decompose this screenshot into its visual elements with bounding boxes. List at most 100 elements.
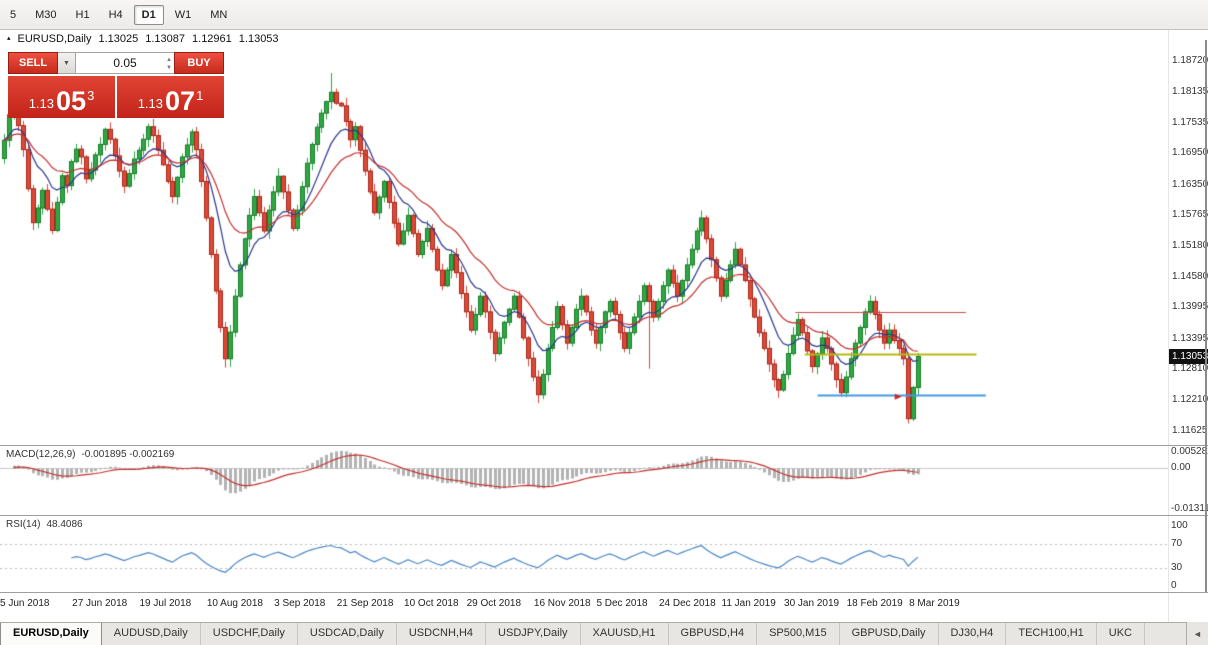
price-axis[interactable]: 1.13053 1.18720 1.18135 1.17535 1.16950 1.16… [1168, 30, 1208, 622]
symbol-tab-sp500[interactable]: SP500,M15 [757, 623, 840, 645]
quote-symbol: EURUSD,Daily [17, 33, 92, 45]
price-axis-tick: 1.13995 [1172, 301, 1208, 313]
rsi-axis-label: 70 [1171, 538, 1183, 549]
timeframe-toolbar: 5 M30 H1 H4 D1 W1 MN [0, 0, 1208, 30]
date-axis-label: 10 Oct 2018 [404, 598, 459, 609]
date-axis-label: 19 Jul 2018 [139, 598, 192, 609]
symbol-tab-gbpusd[interactable]: GBPUSD,Daily [840, 623, 939, 645]
sell-price-base: 1.13 [28, 96, 55, 111]
macd-axis[interactable]: 0.005282 0.00 -0.013111 [1168, 446, 1208, 515]
price-axis-tick: 1.15765 [1172, 209, 1208, 221]
price-axis-tick: 1.13395 [1172, 332, 1208, 344]
sell-button[interactable]: SELL [8, 52, 58, 74]
volume-spinner[interactable]: ▲ ▼ [166, 56, 172, 72]
quote-low: 1.12961 [192, 33, 232, 45]
symbol-tab-dj30[interactable]: DJ30,H4 [939, 623, 1007, 645]
tab-scroll-left-button[interactable]: ◄ [1186, 622, 1208, 645]
symbol-tabbar: EURUSD,Daily AUDUSD,Daily USDCHF,Daily USDC… [0, 622, 1208, 645]
symbol-tab-eurusd[interactable]: EURUSD,Daily [0, 623, 102, 645]
buy-price-pipette: 1 [196, 88, 204, 103]
symbol-tab-usdchf[interactable]: USDCHF,Daily [201, 623, 298, 645]
date-axis-label: 3 Sep 2018 [274, 598, 326, 609]
one-click-trading-panel: SELL ▼ 0.05 ▲ ▼ BUY 1.13 05 3 1.13 07 [8, 52, 224, 118]
buy-price-display[interactable]: 1.13 07 1 [117, 76, 224, 118]
macd-title: MACD(12,26,9) [6, 449, 76, 460]
timeframe-button-mn[interactable]: MN [210, 8, 228, 21]
trade-price-row: 1.13 05 3 1.13 07 1 [8, 76, 224, 118]
volume-dropdown-button[interactable]: ▼ [58, 52, 76, 74]
quote-close: 1.13053 [238, 33, 279, 45]
rsi-axis-label: 30 [1171, 562, 1183, 573]
buy-price-base: 1.13 [137, 96, 164, 111]
date-axis-label: 5 Dec 2018 [596, 598, 648, 609]
symbol-tab-xauusd[interactable]: XAUUSD,H1 [581, 623, 669, 645]
price-axis-tick: 1.12810 [1172, 363, 1208, 375]
symbol-tab-audusd[interactable]: AUDUSD,Daily [102, 623, 201, 645]
price-axis-tick: 1.12210 [1172, 394, 1208, 406]
date-axis-label: 29 Oct 2018 [466, 598, 522, 609]
symbol-tab-ukc[interactable]: UKC [1097, 623, 1145, 645]
rsi-title: RSI(14) [6, 519, 41, 530]
date-axis-label: 24 Dec 2018 [658, 598, 716, 609]
trade-controls-row: SELL ▼ 0.05 ▲ ▼ BUY [8, 52, 224, 74]
date-axis-label: 16 Nov 2018 [533, 598, 591, 609]
macd-axis-label: -0.013111 [1171, 503, 1208, 514]
price-axis-tick: 1.18720 [1172, 55, 1208, 66]
price-axis-tick: 1.18135 [1172, 85, 1208, 97]
panel-separator[interactable] [0, 445, 1208, 446]
rsi-canvas[interactable] [0, 516, 1168, 592]
symbol-tab-usdcnh[interactable]: USDCNH,H4 [397, 623, 487, 645]
scroll-left-icon: ◄ [1193, 628, 1202, 639]
rsi-label: RSI(14) 48.4086 [6, 519, 83, 530]
macd-axis-label: 0.00 [1171, 462, 1191, 474]
rsi-value: 48.4086 [46, 519, 83, 530]
price-axis-tick: 1.11625 [1172, 425, 1208, 436]
volume-input[interactable]: 0.05 ▲ ▼ [76, 52, 174, 74]
spinner-down-icon: ▼ [166, 65, 172, 71]
date-axis-label: 10 Aug 2018 [206, 598, 263, 609]
date-axis-label: 21 Sep 2018 [336, 598, 394, 609]
sell-price-pips: 05 [56, 86, 87, 117]
macd-canvas[interactable] [0, 446, 1168, 515]
quote-high: 1.13087 [145, 33, 186, 45]
timeframe-button-w1[interactable]: W1 [174, 8, 192, 21]
sell-price-display[interactable]: 1.13 05 3 [8, 76, 115, 118]
date-axis-label: 11 Jan 2019 [721, 598, 776, 609]
symbol-tab-usdcad[interactable]: USDCAD,Daily [298, 623, 397, 645]
spinner-up-icon: ▲ [166, 57, 172, 63]
symbol-tab-usdjpy[interactable]: USDJPY,Daily [486, 623, 581, 645]
quote-header: ▴ EURUSD,Daily 1.13025 1.13087 1.12961 1… [7, 33, 279, 45]
macd-label: MACD(12,26,9) -0.001895 -0.002169 [6, 449, 174, 460]
timeframe-button-d1[interactable]: D1 [133, 4, 164, 25]
price-axis-tick: 1.16350 [1172, 178, 1208, 190]
price-axis-tick: 1.15180 [1172, 239, 1208, 251]
symbol-tab-gbpusd[interactable]: GBPUSD,H4 [669, 623, 758, 645]
timeframe-button-5[interactable]: 5 [10, 8, 17, 21]
caret-down-icon: ▼ [63, 59, 70, 67]
buy-price-pips: 07 [165, 86, 196, 117]
rsi-axis[interactable]: 100 70 30 0 [1168, 516, 1208, 592]
panel-separator[interactable] [0, 515, 1208, 516]
date-axis-label: 8 Mar 2019 [909, 598, 960, 609]
sell-price-pipette: 3 [87, 88, 95, 103]
chart-right-border [1205, 40, 1207, 592]
quote-open: 1.13025 [98, 33, 139, 45]
date-axis-label: 30 Jan 2019 [784, 598, 840, 609]
buy-button[interactable]: BUY [174, 52, 224, 74]
volume-value: 0.05 [113, 56, 137, 70]
panel-separator[interactable] [0, 592, 1208, 593]
current-price-badge: 1.13053 [1169, 348, 1208, 364]
timeframe-button-m30[interactable]: M30 [35, 8, 57, 21]
rsi-axis-label: 100 [1171, 520, 1188, 531]
macd-axis-label: 0.005282 [1171, 446, 1208, 457]
price-axis-tick: 1.17535 [1172, 116, 1208, 128]
price-axis-tick: 1.16950 [1172, 147, 1208, 159]
symbol-tab-tech100[interactable]: TECH100,H1 [1006, 623, 1097, 645]
price-axis-tick: 1.14580 [1172, 270, 1208, 282]
timeframe-button-h4[interactable]: H4 [108, 8, 123, 21]
rsi-axis-label: 0 [1171, 580, 1177, 591]
timeframe-button-h1[interactable]: H1 [75, 8, 90, 21]
date-axis-label: 27 Jun 2018 [72, 598, 128, 609]
date-axis[interactable]: 5 Jun 2018 27 Jun 2018 19 Jul 2018 10 Aug 2… [0, 593, 1168, 621]
